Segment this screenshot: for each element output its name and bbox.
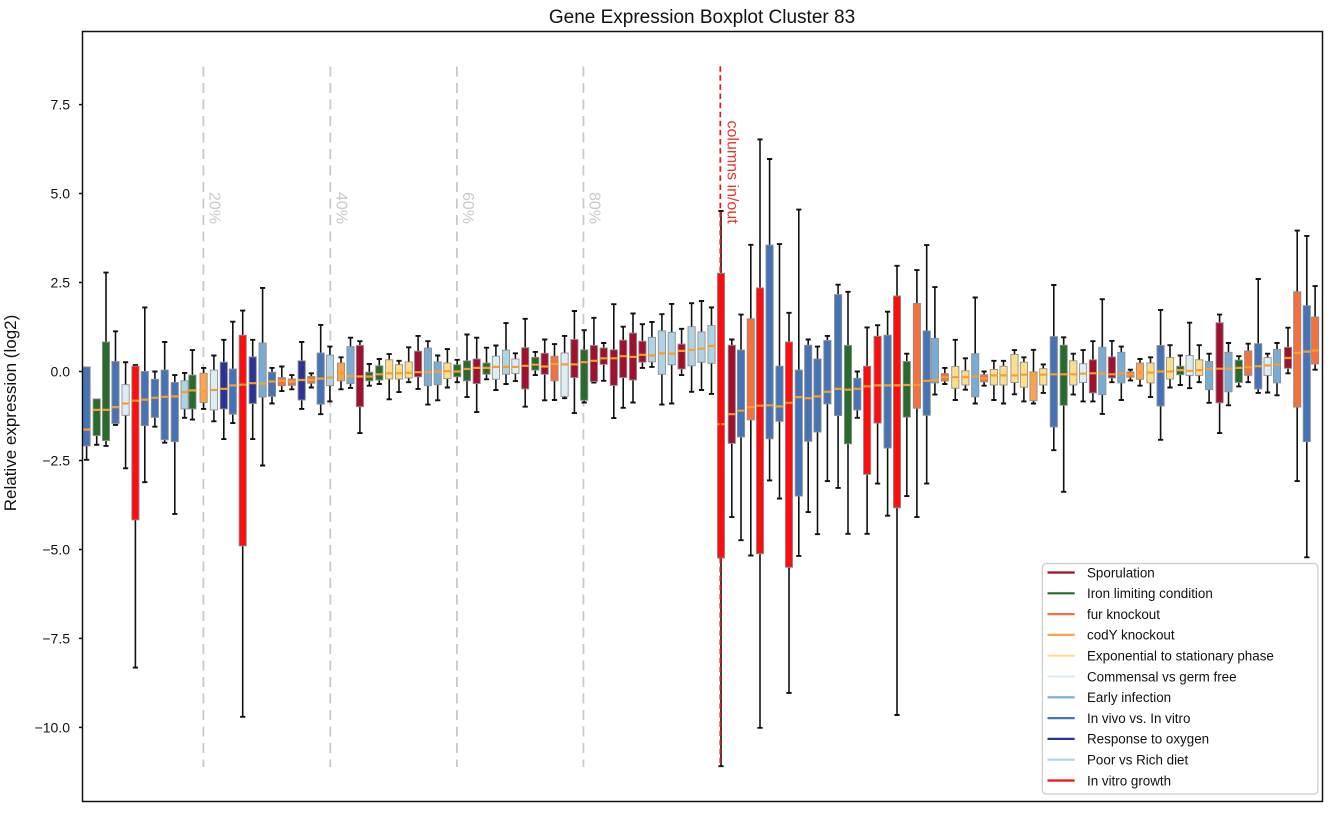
svg-text:Iron limiting condition: Iron limiting condition [1087, 586, 1213, 601]
svg-text:40%: 40% [333, 192, 350, 224]
svg-text:80%: 80% [586, 192, 603, 224]
svg-text:Relative expression (log2): Relative expression (log2) [1, 315, 20, 512]
svg-text:Response to oxygen: Response to oxygen [1087, 732, 1209, 747]
svg-text:2.5: 2.5 [51, 274, 71, 290]
svg-text:−5.0: −5.0 [42, 541, 70, 557]
svg-text:20%: 20% [206, 192, 223, 224]
svg-text:0.0: 0.0 [51, 363, 71, 379]
svg-text:Exponential to stationary phas: Exponential to stationary phase [1087, 649, 1274, 664]
svg-text:−10.0: −10.0 [35, 719, 71, 735]
svg-text:fur knockout: fur knockout [1087, 607, 1160, 622]
svg-text:In vitro growth: In vitro growth [1087, 773, 1171, 788]
svg-text:Early infection: Early infection [1087, 690, 1171, 705]
svg-text:Commensal vs germ free: Commensal vs germ free [1087, 669, 1237, 684]
svg-text:−7.5: −7.5 [42, 630, 70, 646]
svg-text:7.5: 7.5 [51, 97, 71, 113]
svg-text:Poor vs Rich diet: Poor vs Rich diet [1087, 753, 1188, 768]
svg-text:In vivo vs. In vitro: In vivo vs. In vitro [1087, 711, 1190, 726]
svg-text:−2.5: −2.5 [42, 452, 70, 468]
svg-text:Gene Expression Boxplot Cluste: Gene Expression Boxplot Cluster 83 [549, 7, 855, 28]
svg-text:60%: 60% [459, 192, 476, 224]
svg-text:codY knockout: codY knockout [1087, 628, 1175, 643]
svg-text:columns in/out: columns in/out [724, 121, 741, 225]
svg-text:Sporulation: Sporulation [1087, 565, 1155, 580]
svg-text:5.0: 5.0 [51, 185, 71, 201]
